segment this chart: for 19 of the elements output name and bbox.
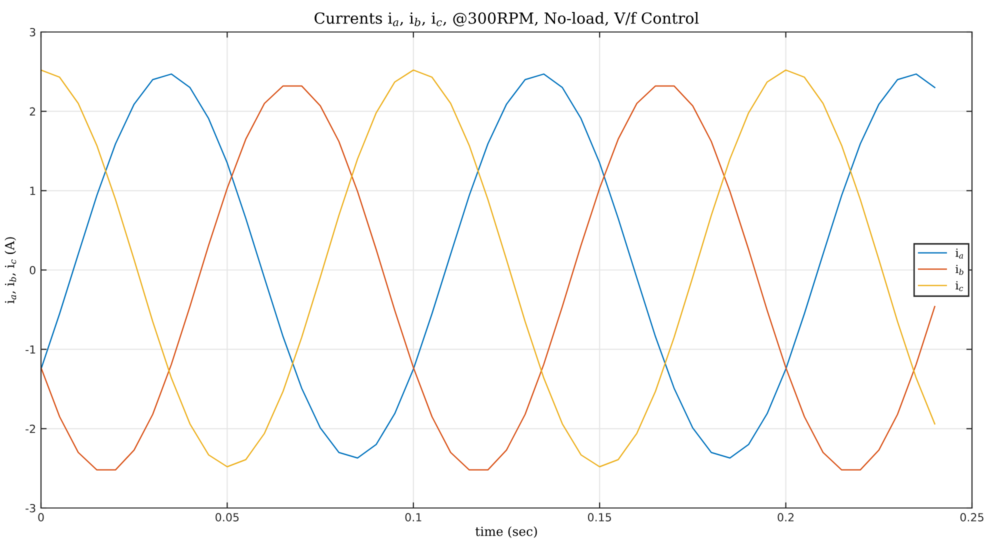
x-tick-label: 0.05 bbox=[216, 513, 239, 522]
legend-label: i$_{b}$ bbox=[956, 264, 964, 275]
y-tick-label: -3 bbox=[26, 504, 36, 512]
y-tick-label: -2 bbox=[26, 424, 36, 433]
chart-title: Currents i$_{a}$, i$_{b}$, i$_{c}$, @300RPM, No-load, V/f Control bbox=[314, 12, 699, 26]
y-tick-label: 1 bbox=[30, 186, 36, 195]
x-tick-label: 0.1 bbox=[405, 513, 422, 522]
x-tick-label: 0.2 bbox=[778, 513, 794, 522]
y-tick-label: -1 bbox=[26, 345, 36, 354]
y-tick-label: 0 bbox=[30, 266, 36, 274]
x-axis-title: time (sec) bbox=[475, 526, 537, 538]
y-axis-title: i$_{a}$, i$_{b}$, i$_{c}$ (A) bbox=[4, 237, 16, 304]
x-tick-label: 0.15 bbox=[588, 513, 611, 522]
y-tick-label: 2 bbox=[30, 107, 36, 116]
y-tick-label: 3 bbox=[30, 28, 36, 36]
x-tick-label: 0 bbox=[38, 513, 44, 522]
x-tick-label: 0.25 bbox=[960, 513, 984, 522]
legend-label: i$_{c}$ bbox=[956, 281, 964, 292]
legend-label: i$_{a}$ bbox=[956, 248, 963, 259]
